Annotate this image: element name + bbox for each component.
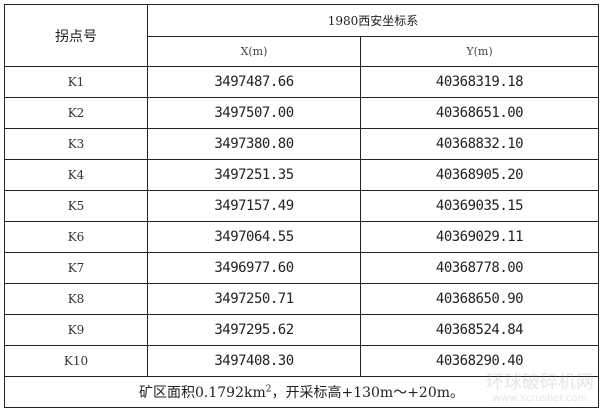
y-header: Y(m) [359,36,600,67]
x-cell: 3497295.62 [147,314,361,346]
x-cell: 3497487.66 [147,66,361,98]
table-row: K8 3497250.71 40368650.90 [4,283,600,315]
point-cell: K1 [4,66,148,98]
point-cell: K4 [4,159,148,191]
y-cell: 40368832.10 [359,128,600,160]
table-row: K2 3497507.00 40368651.00 [4,97,600,129]
y-cell: 40369035.15 [359,190,600,222]
table-row: K4 3497251.35 40368905.20 [4,159,600,191]
y-cell: 40368778.00 [359,252,600,284]
x-header: X(m) [147,36,361,67]
footer-sup: 2 [265,384,272,395]
point-cell: K10 [4,345,148,377]
table-row: K7 3496977.60 40368778.00 [4,252,600,284]
x-cell: 3497157.49 [147,190,361,222]
x-cell: 3497251.35 [147,159,361,191]
y-cell: 40368290.40 [359,345,600,377]
footer-prefix: 矿区面积0.1792km [138,385,266,401]
x-cell: 3497250.71 [147,283,361,315]
table-row: K9 3497295.62 40368524.84 [4,314,600,346]
y-cell: 40368651.00 [359,97,600,129]
footer-note: 矿区面积0.1792km2，开采标高+130m～+20m。 [3,376,600,408]
footer-suffix: ，开采标高+130m～+20m。 [271,385,465,401]
table-row: K10 3497408.30 40368290.40 [4,345,600,377]
y-cell: 40368650.90 [359,283,600,315]
y-cell: 40368524.84 [359,314,600,346]
point-cell: K6 [4,221,148,253]
y-cell: 40368905.20 [359,159,600,191]
x-cell: 3497408.30 [147,345,361,377]
x-cell: 3496977.60 [147,252,361,284]
point-cell: K2 [4,97,148,129]
x-cell: 3497064.55 [147,221,361,253]
y-cell: 40369029.11 [359,221,600,253]
y-cell: 40368319.18 [359,66,600,98]
point-header: 拐点号 [4,4,148,67]
coordinate-system-header: 1980西安坐标系 [146,4,600,37]
coordinate-table: 拐点号 1980西安坐标系 X(m) Y(m) K1 3497487.66 4036… [3,4,600,408]
point-cell: K7 [4,252,148,284]
table-row: K1 3497487.66 40368319.18 [4,66,600,98]
x-cell: 3497507.00 [147,97,361,129]
table-row: K5 3497157.49 40369035.15 [4,190,600,222]
table-row: K6 3497064.55 40369029.11 [4,221,600,253]
point-cell: K5 [4,190,148,222]
table-row: K3 3497380.80 40368832.10 [4,128,600,160]
x-cell: 3497380.80 [147,128,361,160]
point-cell: K3 [4,128,148,160]
point-cell: K9 [4,314,148,346]
point-cell: K8 [4,283,148,315]
